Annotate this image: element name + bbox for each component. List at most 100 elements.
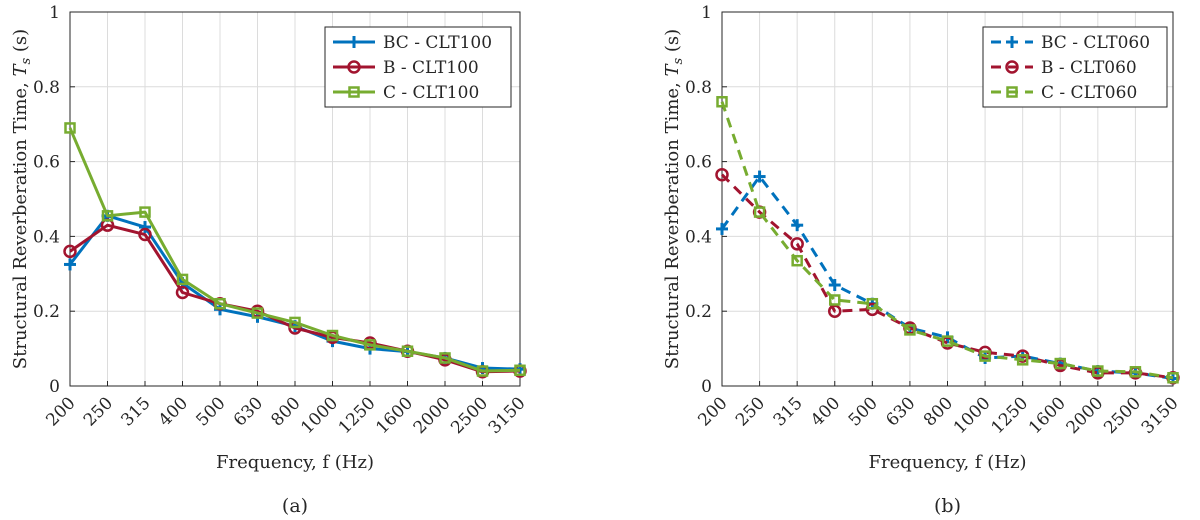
legend-label: B - CLT100: [383, 58, 479, 78]
x-tick-label: 400: [807, 393, 844, 430]
data-point: [175, 285, 190, 300]
legend-label: C - CLT100: [383, 83, 479, 103]
legend-marker: [347, 60, 361, 74]
y-tick-label: 0.8: [33, 78, 60, 98]
x-tick-label: 1600: [1025, 393, 1070, 438]
legend-marker: [1006, 36, 1018, 48]
y-axis-label-subscript: s: [19, 57, 34, 64]
x-tick-label: 400: [155, 393, 192, 430]
x-tick-label: 2000: [410, 393, 455, 438]
y-tick-label: 0.6: [33, 153, 60, 173]
data-point: [753, 170, 766, 183]
data-point: [476, 365, 489, 377]
y-axis-label-text: Structural Reverberation Time,: [10, 77, 31, 370]
y-axis-label: Structural Reverberation Time, Ts (s): [662, 29, 686, 369]
data-point: [716, 96, 728, 108]
y-axis-label-subscript: s: [671, 57, 686, 64]
x-tick-label: 630: [882, 393, 919, 430]
data-point: [1016, 354, 1029, 366]
x-axis-label: Frequency, f (Hz): [868, 452, 1026, 473]
y-tick-label: 0.8: [685, 78, 712, 98]
x-tick-label: 2500: [447, 393, 492, 438]
data-point: [401, 345, 414, 357]
data-point: [138, 227, 152, 242]
legend-marker: [1006, 86, 1018, 98]
y-tick-label: 0.2: [33, 302, 60, 322]
y-axis-label-text: Structural Reverberation Time,: [662, 77, 683, 370]
data-point: [716, 222, 728, 235]
data-point: [904, 324, 916, 336]
axes-box: [69, 11, 521, 387]
data-point: [1054, 357, 1066, 370]
y-tick-label: 0.2: [685, 302, 712, 322]
data-point: [101, 210, 114, 222]
data-point: [326, 329, 339, 342]
data-point: [753, 206, 766, 218]
x-tick-label: 315: [117, 393, 154, 430]
data-point: [715, 167, 729, 182]
data-point: [866, 297, 879, 310]
x-tick-label: 200: [42, 393, 79, 430]
x-tick-label: 250: [80, 393, 117, 430]
x-tick-label: 1600: [372, 393, 417, 438]
subfigure-caption: (a): [282, 495, 308, 517]
subfigure-caption: (b): [934, 495, 961, 517]
x-tick-label: 1000: [950, 393, 995, 438]
y-axis-label-symbol: T: [10, 63, 31, 77]
y-axis-label-unit: (s): [662, 29, 683, 58]
x-tick-label: 1250: [987, 393, 1032, 438]
data-point: [214, 297, 226, 310]
series-c-clt100: [64, 122, 526, 377]
legend-marker: [348, 86, 360, 98]
x-tick-label: 1250: [335, 393, 380, 438]
data-point: [828, 279, 841, 292]
x-tick-label: 250: [732, 393, 769, 430]
legend: BC - CLT100 B - CLT100 C - CLT100: [324, 26, 512, 108]
legend: BC - CLT060 B - CLT060 C - CLT060: [982, 26, 1168, 108]
data-point: [64, 122, 76, 134]
data-point: [439, 352, 451, 364]
y-tick-label: 0: [49, 377, 60, 397]
data-point: [829, 294, 841, 306]
y-tick-label: 0: [701, 377, 712, 397]
x-tick-label: 2000: [1063, 393, 1108, 438]
x-tick-label: 1000: [297, 393, 342, 438]
x-tick-label: 500: [845, 393, 882, 430]
x-tick-label: 630: [230, 393, 267, 430]
y-tick-label: 1: [49, 3, 60, 23]
data-point: [364, 339, 376, 351]
data-point: [1167, 372, 1179, 384]
data-point: [64, 258, 76, 271]
legend-label: BC - CLT100: [383, 33, 492, 53]
y-tick-label: 0.4: [33, 227, 60, 247]
data-point: [1092, 365, 1104, 377]
series-c-clt060: [716, 96, 1179, 384]
data-point: [791, 219, 804, 232]
x-tick-label: 500: [192, 393, 229, 430]
data-point: [139, 221, 151, 234]
x-tick-label: 3150: [1138, 393, 1183, 438]
legend-marker: [1005, 60, 1019, 74]
y-tick-label: 1: [701, 3, 712, 23]
data-point: [139, 206, 151, 218]
x-tick-label: 315: [770, 393, 807, 430]
series-line: [720, 173, 1174, 380]
data-point: [63, 244, 77, 259]
data-point: [289, 316, 301, 329]
x-tick-label: 3150: [485, 393, 530, 438]
y-axis-label: Structural Reverberation Time, Ts (s): [10, 29, 34, 369]
series-line: [720, 101, 1174, 380]
data-point: [979, 350, 991, 362]
x-tick-label: 2500: [1100, 393, 1145, 438]
data-point: [514, 364, 526, 377]
x-tick-label: 200: [694, 393, 731, 430]
axes-box: [721, 11, 1174, 387]
legend-label: BC - CLT060: [1041, 33, 1150, 53]
data-point: [251, 307, 264, 319]
series-line: [68, 127, 521, 373]
y-axis-label-unit: (s): [10, 29, 31, 58]
legend-label: C - CLT060: [1041, 83, 1137, 103]
